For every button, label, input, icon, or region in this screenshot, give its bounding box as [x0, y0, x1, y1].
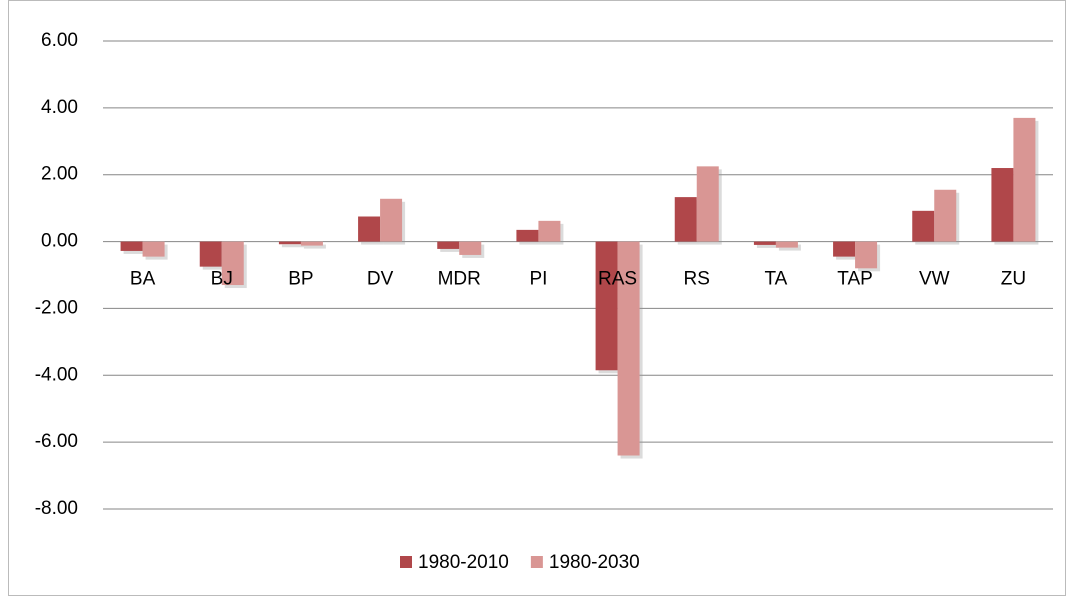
legend-swatch [530, 556, 543, 568]
bar [674, 197, 697, 242]
legend-swatch [400, 556, 412, 568]
bar [120, 241, 143, 251]
y-tick-label: 6.00 [41, 30, 78, 51]
bar [833, 241, 856, 257]
bar-shadow [756, 244, 779, 248]
bar [991, 168, 1014, 242]
bar [199, 241, 222, 267]
bar [516, 229, 539, 242]
bar [912, 210, 935, 242]
bar [775, 241, 798, 248]
y-tick-label: 0.00 [41, 231, 78, 252]
bar-shadow [281, 244, 304, 248]
bar [221, 241, 244, 286]
y-tick-label: -8.00 [35, 498, 78, 519]
bar [437, 241, 460, 249]
x-tick-label: MDR [438, 269, 481, 290]
bar-shadow [303, 244, 326, 249]
bar [855, 241, 878, 269]
bar [459, 241, 482, 255]
x-tick-label: DV [367, 269, 394, 290]
x-tick-label: BJ [211, 269, 233, 290]
chart-border [8, 0, 1066, 596]
x-tick-label: TA [764, 269, 787, 290]
bar [538, 220, 561, 242]
bar [142, 241, 165, 257]
bar [696, 166, 719, 242]
bar [753, 241, 776, 245]
bar [278, 241, 301, 245]
x-tick-label: RAS [598, 269, 637, 290]
bar [617, 241, 640, 456]
y-tick-label: -6.00 [35, 431, 78, 452]
bar [380, 198, 403, 242]
legend-label: 1980-2010 [418, 552, 509, 573]
x-tick-label: ZU [1001, 269, 1026, 290]
bar [1013, 117, 1036, 242]
legend-label: 1980-2030 [549, 552, 640, 573]
x-tick-label: TAP [837, 269, 873, 290]
y-tick-label: 2.00 [41, 164, 78, 185]
x-tick-label: PI [529, 269, 547, 290]
x-tick-label: BA [130, 269, 156, 290]
bar [595, 241, 618, 371]
bar [934, 189, 957, 242]
x-tick-label: BP [288, 269, 313, 290]
bar [358, 216, 381, 242]
x-tick-label: VW [919, 269, 950, 290]
y-tick-label: 4.00 [41, 97, 78, 118]
bar [300, 241, 323, 246]
y-tick-label: -2.00 [35, 297, 78, 318]
y-tick-label: -4.00 [35, 364, 78, 385]
x-tick-label: RS [684, 269, 710, 290]
